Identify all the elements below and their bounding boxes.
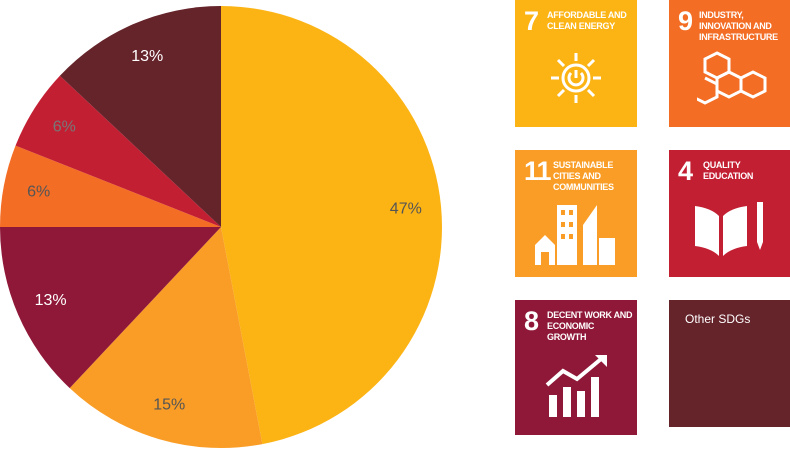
icon [535, 205, 615, 265]
pie-slice [0, 227, 221, 389]
data-label: 6% [53, 119, 76, 136]
sdg-number: 11 [524, 156, 552, 186]
pie-slice [221, 6, 443, 445]
sdg-number: 8 [524, 306, 539, 336]
legend-tile: 11 SUSTAINABLE CITIES AND COMMUNITIES [515, 150, 637, 277]
legend-label: QUALITY EDUCATION [703, 160, 754, 181]
data-label: 15% [153, 396, 185, 413]
legend-label: DECENT WORK AND ECONOMIC GROWTH [547, 310, 633, 342]
pie-slice [69, 227, 263, 449]
icon [551, 53, 601, 103]
pie-slice [15, 75, 222, 227]
data-label: 13% [35, 292, 67, 309]
sdg-number: 7 [524, 6, 539, 36]
pie-slice [0, 145, 221, 227]
legend-tile: 8 DECENT WORK AND ECONOMIC GROWTH [515, 300, 637, 435]
legend-tile: Other SDGs [669, 300, 790, 427]
legend-label: Other SDGs [685, 312, 751, 326]
legend-tile: 9 INDUSTRY, INNOVATION AND INFRASTRUCTUR… [669, 0, 790, 127]
data-label: 13% [131, 48, 163, 65]
sdg-number: 9 [678, 6, 693, 36]
data-label: 47% [390, 201, 422, 218]
icon [695, 202, 763, 256]
legend-tile: 4 QUALITY EDUCATION [669, 150, 790, 277]
legend-label: AFFORDABLE AND CLEAN ENERGY [547, 10, 627, 31]
icon [545, 355, 607, 417]
legend-label: SUSTAINABLE CITIES AND COMMUNITIES [553, 160, 614, 192]
pie-chart: 47% 15% 13% 6% 6% 13% [0, 6, 443, 449]
data-label: 6% [27, 183, 50, 200]
sdg-number: 4 [678, 156, 693, 186]
pie-slice [59, 6, 221, 227]
legend-tile: 7 AFFORDABLE AND CLEAN ENERGY [515, 0, 637, 127]
icon [697, 51, 767, 105]
legend-label: INDUSTRY, INNOVATION AND INFRASTRUCTURE [699, 10, 778, 42]
